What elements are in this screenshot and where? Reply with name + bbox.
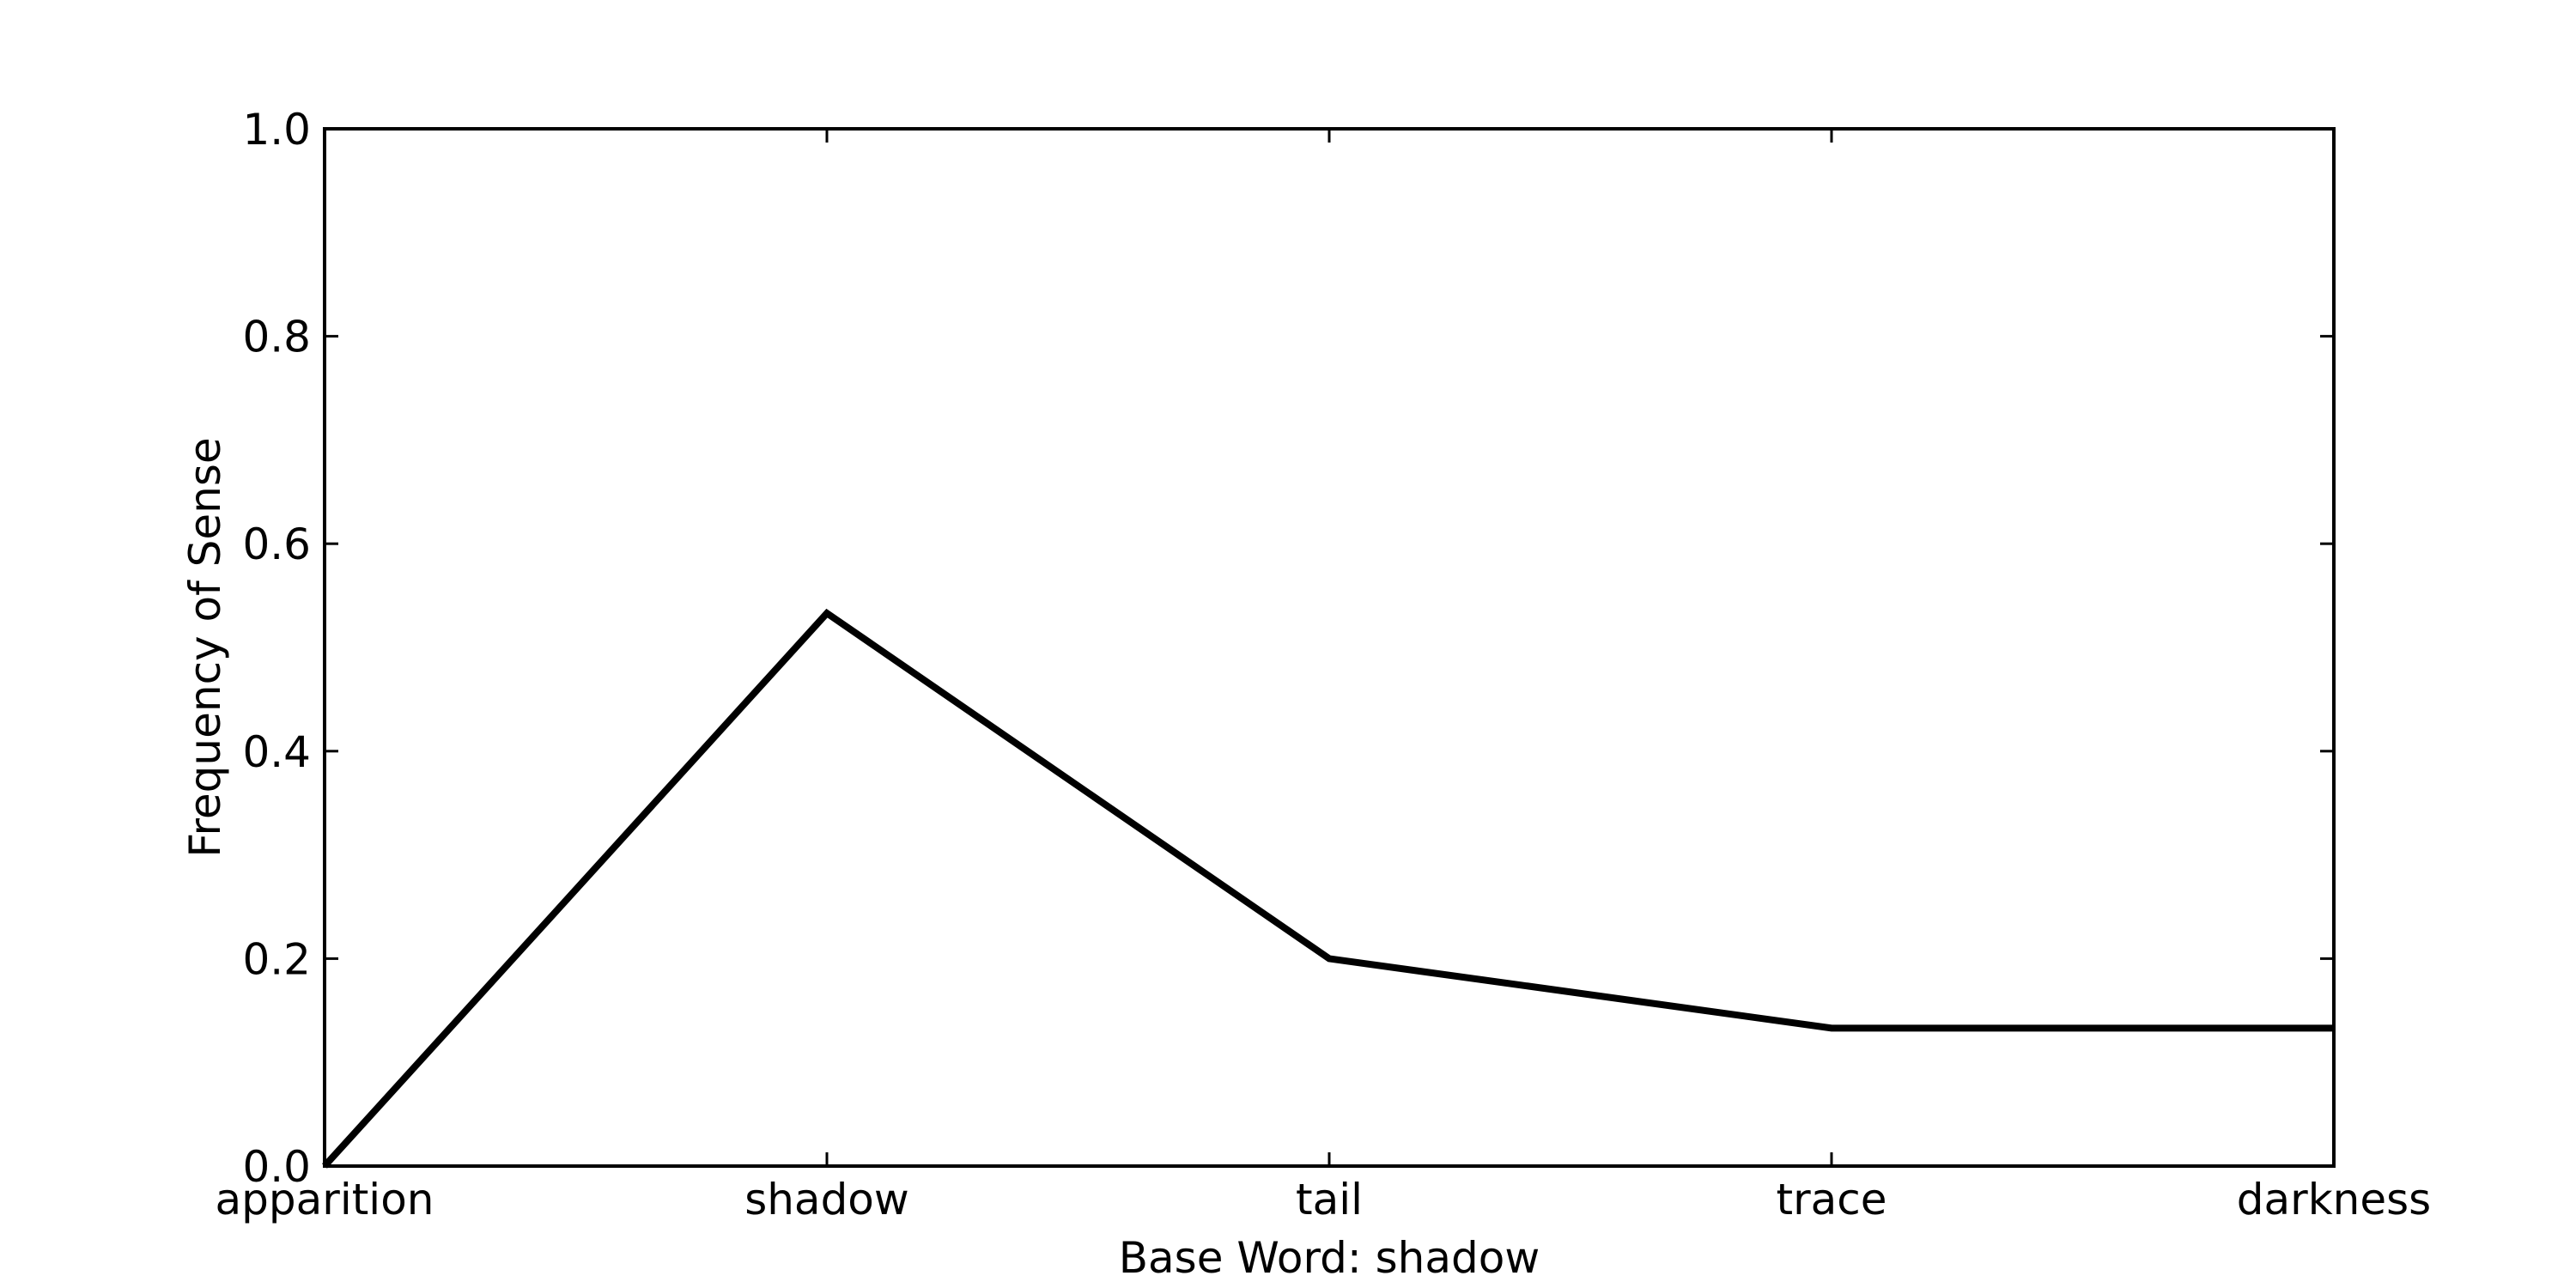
x-tick-label: shadow <box>744 1175 909 1224</box>
series-line <box>322 608 2334 1169</box>
y-tick-label: 1.0 <box>242 105 311 155</box>
x-tick-label: tail <box>1296 1175 1363 1224</box>
y-tick-label: 0.0 <box>242 1142 311 1192</box>
y-tick-labels: 0.0 0.2 0.4 0.6 0.8 1.0 <box>242 105 311 1192</box>
plot-frame <box>323 127 2336 1168</box>
x-tick-label: trace <box>1776 1175 1886 1224</box>
x-tick-label: apparition <box>216 1175 434 1224</box>
x-tick-labels: apparition shadow tail trace darkness <box>216 1175 2432 1224</box>
x-tick-label: darkness <box>2237 1175 2431 1224</box>
y-tick-label: 0.4 <box>242 727 311 777</box>
x-axis-label: Base Word: shadow <box>1119 1233 1540 1283</box>
series-layer <box>322 608 2334 1169</box>
y-tick-label: 0.2 <box>242 934 311 984</box>
y-tick-label: 0.8 <box>242 313 311 362</box>
y-tick-label: 0.6 <box>242 519 311 569</box>
y-axis-label: Frequency of Sense <box>180 437 230 857</box>
